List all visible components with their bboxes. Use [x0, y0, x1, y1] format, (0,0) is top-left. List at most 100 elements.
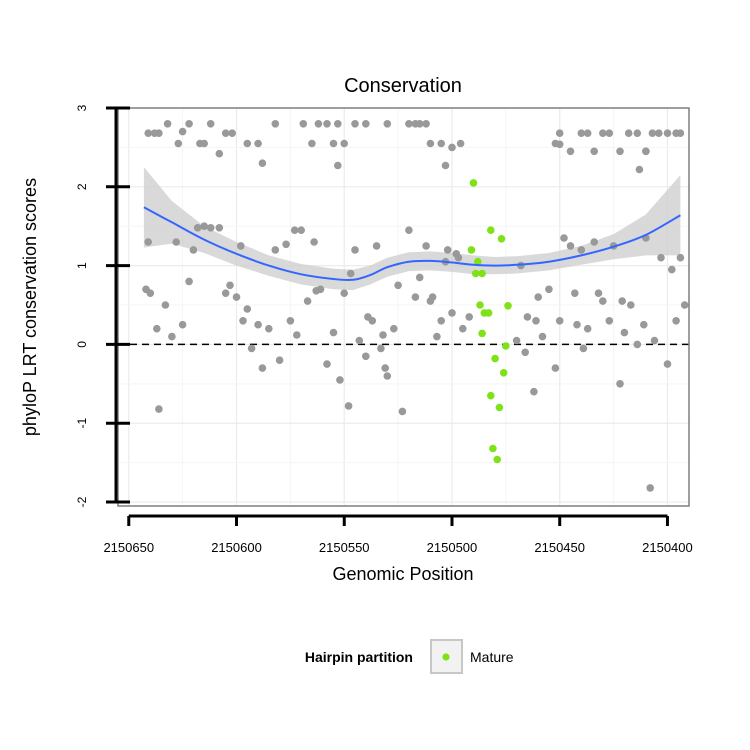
- point-other: [226, 281, 234, 290]
- point-other: [618, 297, 626, 305]
- point-other: [633, 340, 642, 349]
- point-other: [532, 317, 540, 325]
- y-tick-label: 3: [75, 104, 89, 111]
- point-mature: [491, 354, 499, 363]
- point-mature: [497, 235, 506, 243]
- point-other: [448, 143, 456, 152]
- panel-border: [117, 107, 690, 507]
- point-other: [583, 129, 592, 137]
- point-other: [577, 129, 586, 137]
- point-other: [426, 139, 435, 148]
- point-other: [271, 120, 280, 128]
- point-mature: [499, 369, 508, 377]
- point-other: [583, 324, 592, 333]
- point-other: [178, 320, 187, 329]
- point-other: [215, 149, 224, 158]
- point-other: [299, 120, 308, 128]
- point-other: [523, 313, 532, 321]
- point-other: [437, 139, 446, 148]
- point-other: [185, 277, 193, 286]
- point-mature: [487, 226, 495, 234]
- point-other: [616, 380, 624, 388]
- point-mature: [495, 403, 504, 412]
- point-other: [334, 120, 342, 128]
- point-other: [405, 226, 413, 234]
- point-other: [323, 360, 331, 368]
- point-other: [521, 348, 529, 357]
- point-other: [312, 287, 321, 295]
- smooth-band: [143, 167, 681, 291]
- point-other: [344, 402, 353, 410]
- legend-entry-mature: Mature: [470, 649, 514, 665]
- point-other: [346, 269, 355, 278]
- point-other: [310, 238, 318, 246]
- point-other: [538, 332, 547, 341]
- x-tick-label: 2150600: [211, 540, 262, 555]
- y-tick-label: -2: [75, 496, 89, 507]
- point-other: [590, 147, 598, 156]
- point-other: [465, 313, 474, 321]
- point-mature: [469, 179, 478, 187]
- point-other: [239, 317, 247, 325]
- point-other: [174, 139, 183, 148]
- y-tick-label: 2: [75, 183, 89, 190]
- point-other: [555, 140, 564, 149]
- point-other: [282, 240, 290, 249]
- point-other: [383, 120, 392, 128]
- point-other: [172, 238, 180, 246]
- panel-background: [118, 108, 689, 506]
- y-tick-label: 0: [75, 341, 89, 348]
- point-other: [616, 147, 624, 156]
- point-other: [640, 320, 648, 329]
- point-other: [215, 224, 224, 232]
- points: [142, 120, 689, 492]
- point-other: [676, 253, 685, 262]
- point-other: [566, 242, 575, 250]
- x-tick-label: 2150650: [103, 540, 154, 555]
- point-other: [545, 285, 553, 294]
- point-other: [329, 328, 338, 337]
- point-other: [594, 289, 603, 298]
- point-other: [422, 120, 430, 128]
- point-other: [605, 317, 614, 325]
- point-other: [433, 332, 441, 341]
- x-tick-label: 2150550: [319, 540, 370, 555]
- point-mature: [487, 391, 495, 400]
- point-other: [265, 324, 273, 333]
- point-other: [243, 139, 252, 148]
- y-axis-label: phyloP LRT conservation scores: [20, 178, 40, 436]
- point-mature: [489, 444, 497, 453]
- point-other: [452, 250, 461, 258]
- point-other: [646, 484, 654, 492]
- point-mature: [478, 269, 486, 278]
- point-other: [323, 120, 331, 128]
- point-other: [377, 344, 385, 353]
- point-other: [286, 317, 295, 325]
- point-other: [146, 289, 155, 298]
- point-other: [555, 317, 564, 325]
- legend: Hairpin partition Mature: [305, 639, 514, 674]
- point-other: [459, 324, 467, 333]
- point-other: [657, 253, 665, 262]
- point-other: [372, 242, 381, 250]
- point-other: [206, 224, 215, 232]
- point-other: [336, 376, 344, 384]
- x-axis-label: Genomic Position: [332, 564, 473, 584]
- point-other: [383, 372, 392, 380]
- legend-title: Hairpin partition: [305, 649, 413, 665]
- point-other: [663, 129, 672, 137]
- point-other: [200, 222, 208, 230]
- smooth-curve: [143, 206, 681, 282]
- point-other: [627, 301, 635, 309]
- point-other: [443, 246, 452, 254]
- point-other: [650, 336, 659, 345]
- point-other: [155, 405, 163, 413]
- point-other: [362, 120, 370, 128]
- point-other: [258, 159, 267, 167]
- point-other: [163, 120, 172, 128]
- point-other: [668, 265, 676, 274]
- point-other: [221, 289, 230, 298]
- point-other: [390, 324, 398, 333]
- point-other: [530, 387, 538, 396]
